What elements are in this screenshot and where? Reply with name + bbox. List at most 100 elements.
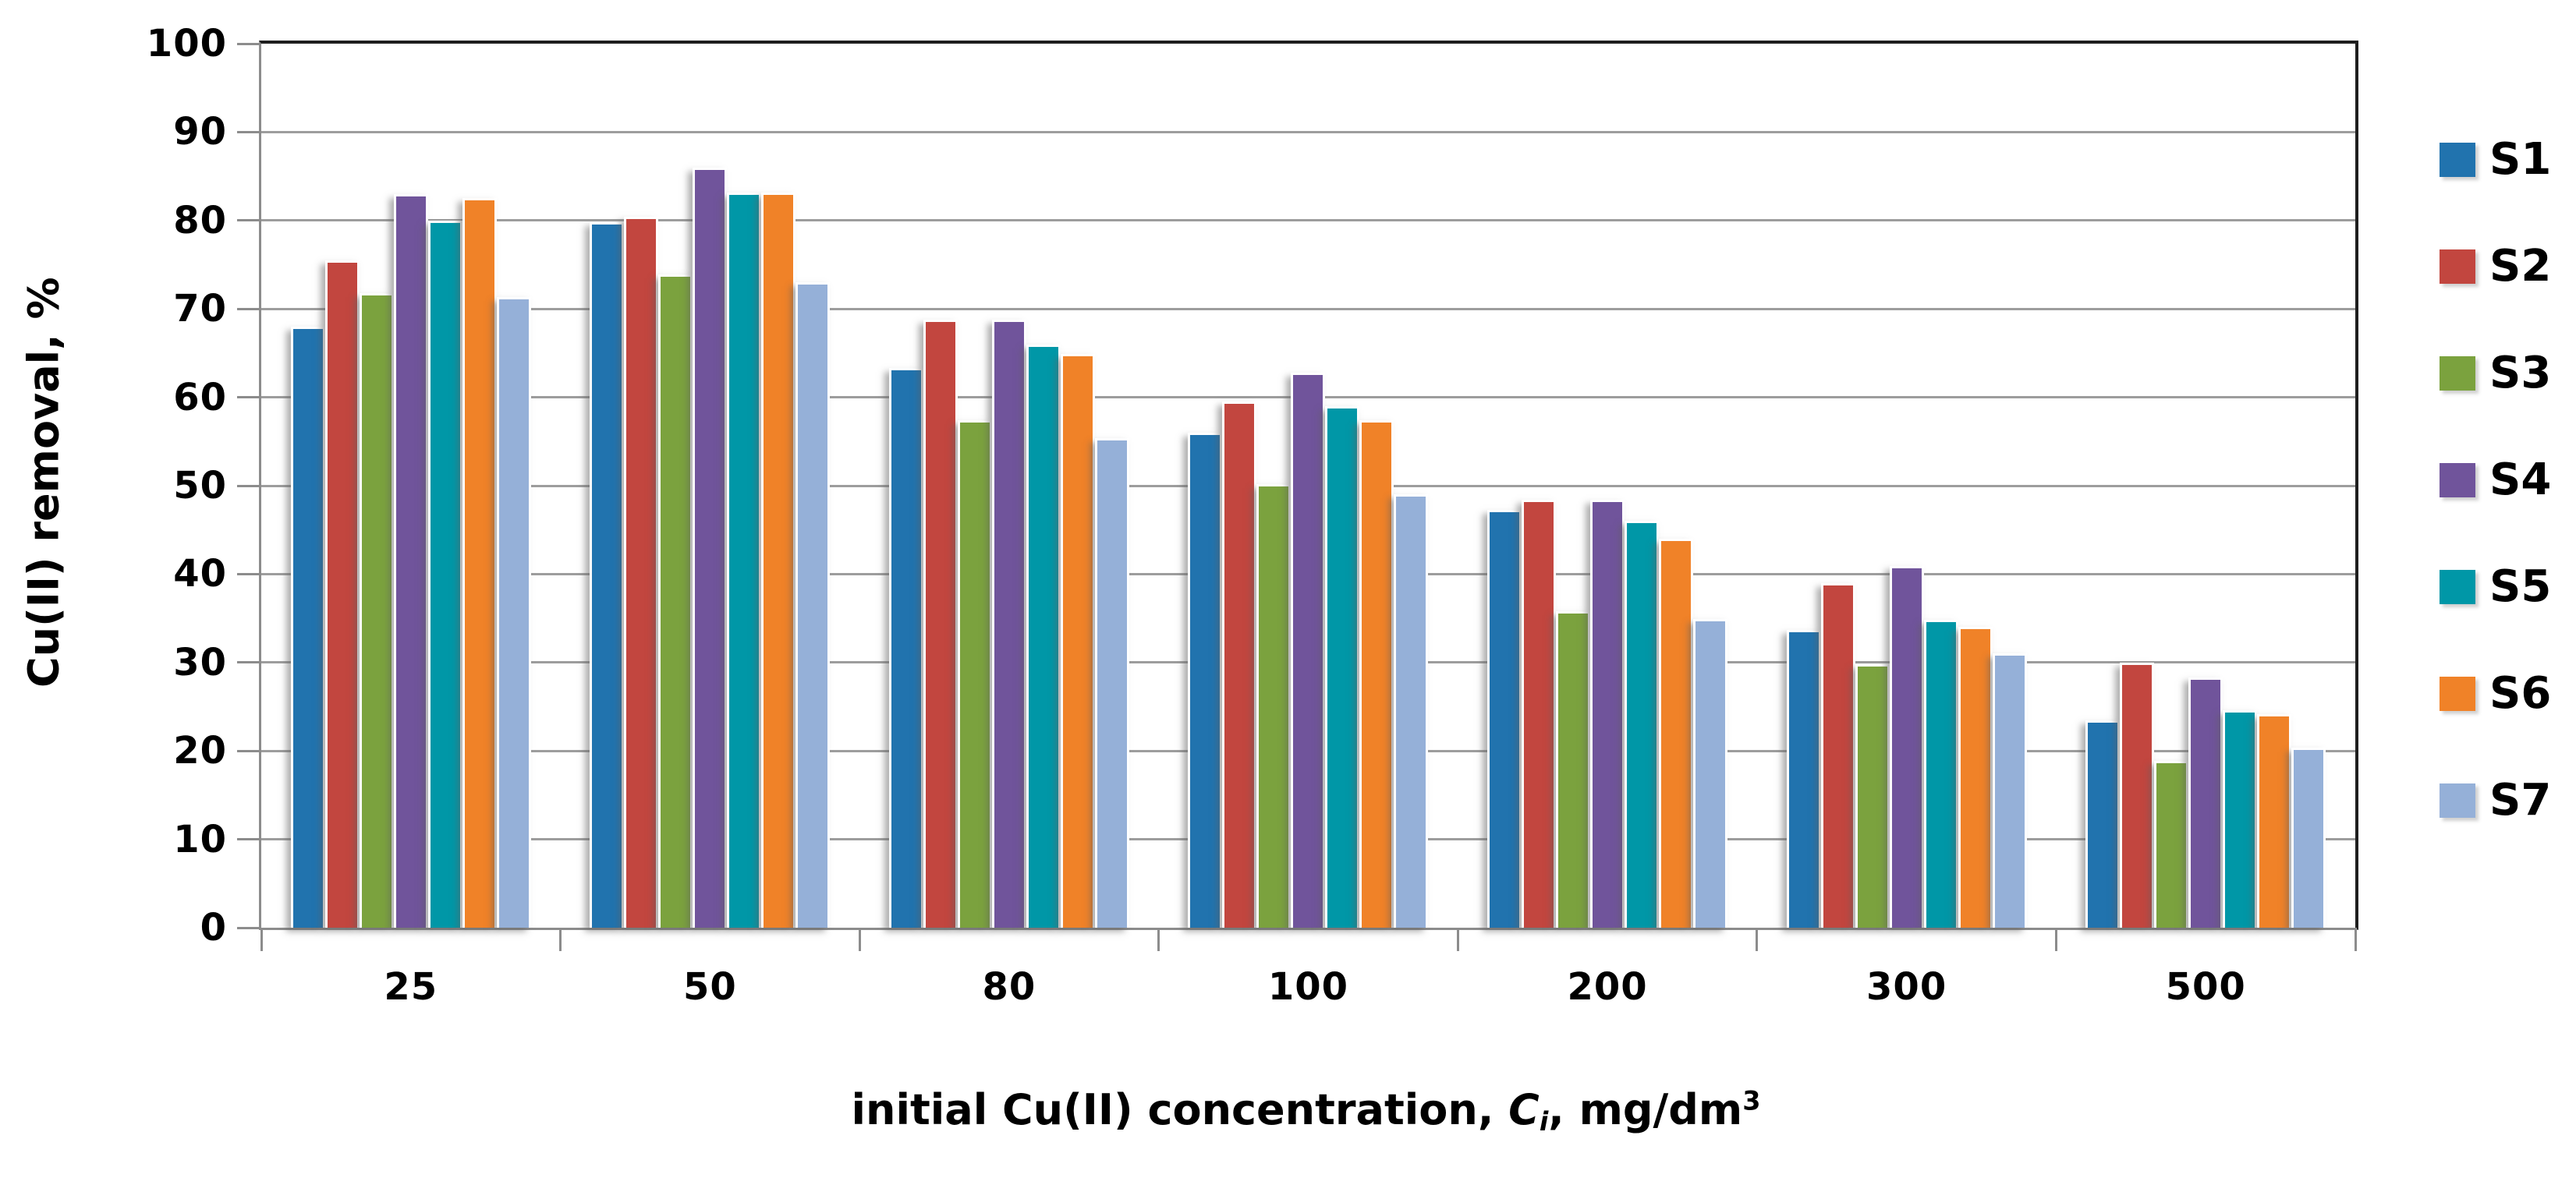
bar-s4-500 bbox=[2188, 677, 2223, 928]
category-group: 80 bbox=[859, 44, 1159, 1009]
bar-s3-50 bbox=[658, 274, 693, 928]
x-axis-tick bbox=[1456, 928, 1459, 951]
category-group: 100 bbox=[1159, 44, 1458, 1009]
y-axis-tick-label: 60 bbox=[173, 375, 227, 419]
bar-s6-500 bbox=[2257, 713, 2292, 928]
x-axis-tick-label: 300 bbox=[1866, 965, 1947, 1009]
legend-label: S7 bbox=[2489, 775, 2552, 826]
bar-s2-25 bbox=[324, 260, 360, 928]
y-axis-tick-label: 10 bbox=[173, 817, 227, 861]
bar-s1-500 bbox=[2085, 720, 2121, 928]
bar-s6-300 bbox=[1958, 627, 1993, 928]
y-axis-tick-label: 30 bbox=[173, 640, 227, 684]
bar-s4-80 bbox=[991, 319, 1026, 928]
bar-s1-80 bbox=[888, 368, 923, 928]
bar-s5-80 bbox=[1026, 344, 1061, 928]
legend-swatch bbox=[2440, 570, 2475, 604]
legend-item-s5: S5 bbox=[2440, 561, 2552, 612]
legend-label: S6 bbox=[2489, 668, 2552, 719]
bar-s1-50 bbox=[590, 222, 625, 928]
legend-swatch bbox=[2440, 143, 2475, 177]
legend-item-s6: S6 bbox=[2440, 668, 2552, 719]
x-axis-tick bbox=[260, 928, 263, 951]
legend-item-s3: S3 bbox=[2440, 352, 2551, 395]
bar-s7-80 bbox=[1094, 437, 1129, 928]
bar-s4-300 bbox=[1889, 566, 1924, 928]
gridline bbox=[261, 307, 2355, 310]
bar-s3-80 bbox=[957, 420, 992, 928]
y-axis-tick-label: 40 bbox=[173, 552, 227, 596]
legend-swatch bbox=[2440, 463, 2475, 497]
y-axis-tick bbox=[237, 307, 259, 310]
bar-s2-200 bbox=[1522, 500, 1557, 928]
plot-area: 0 10 20 30 40 50 60 70 80 90 100 25 50 80 100 200 300 500 bbox=[147, 25, 2358, 1009]
bar-s7-200 bbox=[1693, 619, 1728, 928]
legend-swatch bbox=[2440, 677, 2475, 711]
y-axis-tick bbox=[237, 130, 259, 133]
x-axis-tick-label: 200 bbox=[1567, 965, 1648, 1009]
y-axis-tick bbox=[237, 219, 259, 222]
bar-s2-500 bbox=[2120, 662, 2155, 928]
bar-s5-300 bbox=[1923, 620, 1958, 928]
legend-label: S5 bbox=[2489, 561, 2552, 612]
gridline bbox=[261, 130, 2355, 133]
legend-item-s1: S1 bbox=[2440, 134, 2552, 185]
y-axis-title: Cu(II) removal, % bbox=[19, 277, 69, 688]
y-axis-tick bbox=[237, 484, 259, 487]
bar-s1-300 bbox=[1786, 629, 1821, 928]
legend-item-s7: S7 bbox=[2440, 775, 2552, 826]
bar-s4-25 bbox=[393, 193, 428, 928]
x-axis-title-prefix: initial Cu(II) concentration, bbox=[851, 1085, 1509, 1134]
bar-s2-80 bbox=[923, 319, 958, 928]
bar-s4-100 bbox=[1291, 372, 1326, 928]
legend-item-s2: S2 bbox=[2440, 245, 2551, 288]
bar-s3-300 bbox=[1855, 664, 1890, 928]
bar-s1-25 bbox=[290, 326, 325, 928]
bar-s5-500 bbox=[2223, 710, 2258, 928]
x-axis-tick-label: 80 bbox=[982, 965, 1036, 1009]
legend-item-s4: S4 bbox=[2440, 458, 2551, 502]
bar-s1-100 bbox=[1188, 432, 1223, 928]
y-axis-tick bbox=[237, 661, 259, 664]
bar-s2-300 bbox=[1820, 582, 1855, 928]
bar-s3-25 bbox=[359, 292, 394, 928]
bar-s6-25 bbox=[462, 198, 497, 928]
y-axis-tick-label: 0 bbox=[200, 906, 227, 950]
bar-s2-100 bbox=[1222, 401, 1257, 928]
bar-s6-80 bbox=[1060, 354, 1095, 928]
x-axis-title-suffix: , mg/dm bbox=[1548, 1085, 1743, 1134]
category-group: 500 bbox=[2056, 44, 2355, 1009]
x-axis-tick bbox=[559, 928, 562, 951]
x-axis-tick bbox=[2054, 928, 2057, 951]
y-axis-tick bbox=[237, 396, 259, 399]
x-axis-tick bbox=[1756, 928, 1759, 951]
y-axis-tick bbox=[237, 926, 259, 929]
bar-s6-100 bbox=[1359, 420, 1394, 928]
bar-s5-50 bbox=[727, 192, 762, 928]
bar-s6-50 bbox=[761, 192, 796, 928]
y-axis-tick bbox=[237, 838, 259, 841]
x-axis-title-symbol: C bbox=[1508, 1085, 1540, 1134]
bar-s2-50 bbox=[624, 217, 659, 928]
x-axis-tick bbox=[1157, 928, 1160, 951]
y-axis-tick bbox=[237, 572, 259, 575]
legend: S1 S2 S3 S4 S5 S6 S7 bbox=[2440, 134, 2552, 890]
legend-swatch bbox=[2440, 249, 2475, 284]
x-axis-tick-label: 500 bbox=[2165, 965, 2246, 1009]
y-axis-tick-label: 90 bbox=[173, 110, 227, 154]
bar-s7-50 bbox=[795, 282, 831, 928]
bar-s3-500 bbox=[2154, 760, 2189, 928]
legend-swatch bbox=[2440, 783, 2475, 818]
legend-swatch bbox=[2440, 356, 2475, 391]
legend-label: S1 bbox=[2489, 134, 2552, 185]
y-axis-tick bbox=[237, 749, 259, 752]
bar-s3-200 bbox=[1556, 611, 1591, 928]
x-axis-tick-label: 100 bbox=[1267, 965, 1349, 1009]
bar-s7-500 bbox=[2291, 747, 2326, 928]
x-axis-title-symbol-sub: i bbox=[1539, 1106, 1549, 1137]
x-axis-tick bbox=[2354, 928, 2357, 951]
bar-s7-100 bbox=[1394, 494, 1429, 928]
y-axis-tick-label: 50 bbox=[173, 464, 227, 508]
x-axis-title-suffix-sup: 3 bbox=[1742, 1085, 1761, 1116]
x-axis-tick-label: 25 bbox=[384, 965, 438, 1009]
